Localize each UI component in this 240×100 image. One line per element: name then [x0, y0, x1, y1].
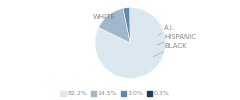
Legend: 82.2%, 14.5%, 3.0%, 0.3%: 82.2%, 14.5%, 3.0%, 0.3% [60, 90, 171, 97]
Text: WHITE: WHITE [93, 14, 116, 20]
Wedge shape [98, 8, 130, 43]
Text: HISPANIC: HISPANIC [157, 34, 196, 45]
Text: BLACK: BLACK [153, 43, 187, 57]
Wedge shape [123, 8, 130, 43]
Text: A.I.: A.I. [158, 25, 175, 35]
Wedge shape [95, 8, 166, 79]
